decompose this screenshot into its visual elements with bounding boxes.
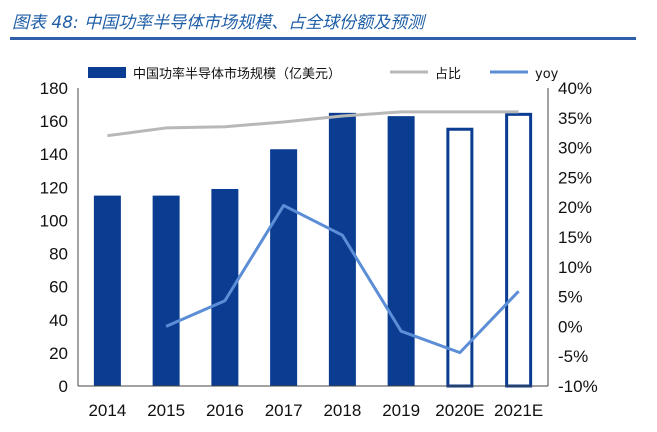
y-right-tick-label: 30% (558, 139, 592, 158)
y-left-tick-label: 140 (40, 145, 68, 164)
series-line-yoy (165, 203, 520, 355)
x-tick-label: 2016 (206, 401, 244, 420)
x-tick-label: 2018 (323, 401, 361, 420)
y-right-tick-label: 25% (558, 168, 592, 187)
bar-2021E (505, 112, 533, 388)
y-left-tick-label: 60 (49, 278, 68, 297)
y-right-tick-label: 35% (558, 109, 592, 128)
x-tick-label: 2017 (265, 401, 303, 420)
x-tick-label: 2020E (435, 401, 484, 420)
y-right-tick-label: 40% (558, 79, 592, 98)
y-left-tick-label: 180 (40, 79, 68, 98)
legend-swatch-bar (88, 67, 126, 78)
bar-2015 (152, 195, 180, 386)
y-right-tick-label: 20% (558, 198, 592, 217)
y-left-tick-label: 160 (40, 112, 68, 131)
x-tick-label: 2015 (147, 401, 185, 420)
title-divider (10, 37, 636, 40)
y-left-tick-label: 100 (40, 211, 68, 230)
bar-2017 (270, 149, 298, 386)
chart-title: 图表 48: 中国功率半导体市场规模、占全球份额及预测 (12, 13, 425, 33)
x-tick-label: 2021E (494, 401, 543, 420)
y-right-tick-label: 10% (558, 258, 592, 277)
y-left-tick-label: 40 (49, 311, 68, 330)
series-line-share (107, 110, 519, 138)
legend-label-yoy: yoy (535, 67, 559, 82)
x-tick-label: 2019 (382, 401, 420, 420)
bar-2014 (93, 195, 121, 386)
y-right-tick-label: -10% (558, 377, 598, 396)
y-left-tick-label: 0 (59, 377, 68, 396)
x-tick-label: 2014 (88, 401, 126, 420)
y-left-tick-label: 120 (40, 178, 68, 197)
bar-2019 (387, 116, 415, 387)
y-right-tick-label: 0% (558, 317, 583, 336)
y-right-tick-label: -5% (558, 347, 588, 366)
y-left-tick-label: 20 (49, 344, 68, 363)
y-right-tick-label: 5% (558, 288, 583, 307)
legend-label-share: 占比 (435, 67, 461, 82)
y-left-tick-label: 80 (49, 245, 68, 264)
y-right-tick-label: 15% (558, 228, 592, 247)
bar-2020E (446, 127, 474, 388)
legend-label-bar: 中国功率半导体市场规模（亿美元） (133, 66, 341, 82)
